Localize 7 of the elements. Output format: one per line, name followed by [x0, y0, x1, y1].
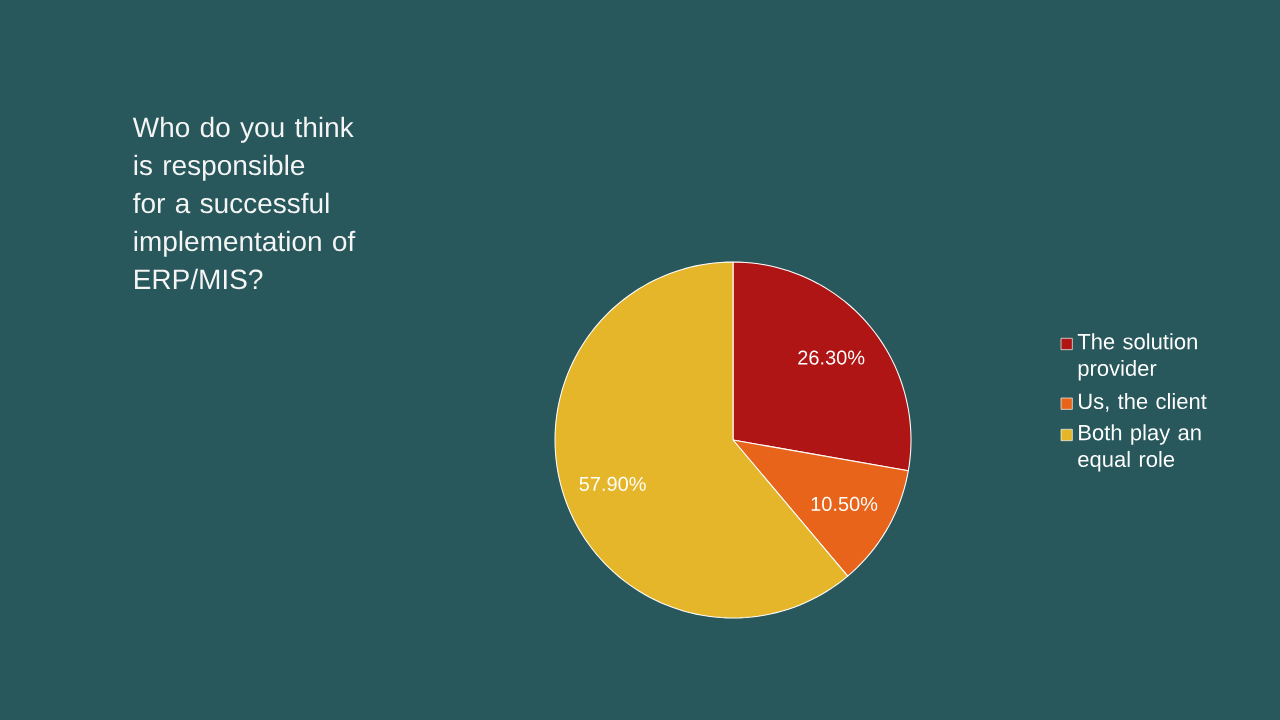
text: Who do you think is responsible for a successful implementation of ERP/MIS?: [132, 116, 356, 290]
legend-label: Us, the client: [1078, 392, 1207, 412]
data-label: 26.30%: [798, 350, 865, 365]
legend-label: Both play an equal role: [1078, 424, 1201, 472]
data-label: 10.50%: [811, 496, 878, 512]
data-label: 57.90%: [579, 476, 646, 491]
legend-label: The solution provider: [1077, 333, 1197, 381]
